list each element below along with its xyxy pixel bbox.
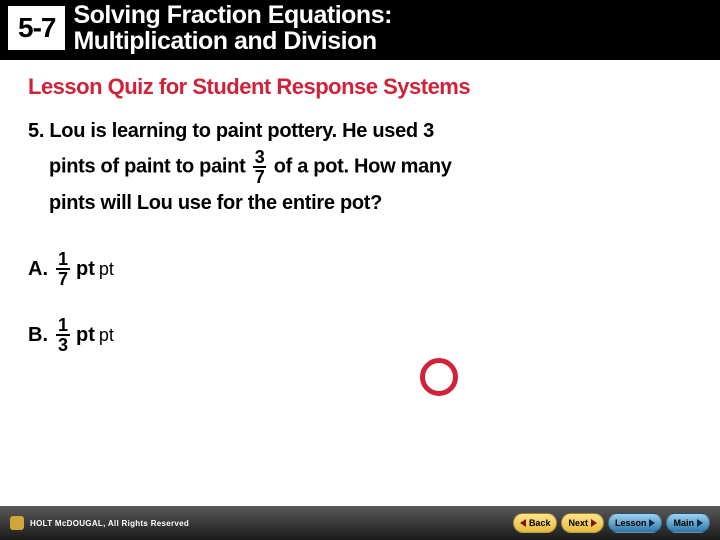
main-label: Main xyxy=(673,518,694,528)
chevron-left-icon xyxy=(520,519,526,527)
question-part1: Lou is learning to paint pottery. He use… xyxy=(49,120,434,142)
title-line-1: Solving Fraction Equations: xyxy=(73,1,391,29)
option-a: A. 1 7 pt pt xyxy=(28,250,720,288)
option-b-unit2: pt xyxy=(99,325,114,346)
fraction-denominator: 7 xyxy=(253,168,267,186)
back-button[interactable]: Back xyxy=(513,513,558,533)
back-label: Back xyxy=(529,518,551,528)
question-fraction: 3 7 xyxy=(253,148,267,186)
next-label: Next xyxy=(568,518,588,528)
option-a-unit1: pt xyxy=(76,258,95,281)
lesson-number-badge: 5-7 xyxy=(8,6,65,50)
chevron-right-icon xyxy=(697,519,703,527)
footer-copyright: HOLT McDOUGAL, All Rights Reserved xyxy=(30,519,189,528)
question-number: 5. xyxy=(28,120,44,142)
chevron-right-icon xyxy=(591,519,597,527)
option-b: B. 1 3 pt pt xyxy=(28,316,720,354)
option-a-label: A. xyxy=(28,258,48,281)
option-b-fraction: 1 3 xyxy=(56,316,70,354)
question-part2: pints of paint to paint xyxy=(49,155,245,177)
title-line-2: Multiplication and Division xyxy=(73,27,376,55)
option-a-unit2: pt xyxy=(99,259,114,280)
footer-nav: Back Next Lesson Main xyxy=(513,513,710,533)
publisher-logo-icon xyxy=(10,516,24,530)
question-part4: pints will Lou use for the entire pot? xyxy=(49,192,382,214)
lesson-label: Lesson xyxy=(615,518,647,528)
question-text: 5. Lou is learning to paint pottery. He … xyxy=(28,114,690,220)
footer-brand: HOLT McDOUGAL xyxy=(30,519,103,528)
answer-highlight-circle xyxy=(420,358,458,396)
footer-left: HOLT McDOUGAL, All Rights Reserved xyxy=(10,516,189,530)
chevron-right-icon xyxy=(649,519,655,527)
main-button[interactable]: Main xyxy=(666,513,710,533)
option-b-label: B. xyxy=(28,324,48,347)
lesson-button[interactable]: Lesson xyxy=(608,513,663,533)
slide-subtitle: Lesson Quiz for Student Response Systems xyxy=(28,74,700,100)
answer-options: A. 1 7 pt pt B. 1 3 pt pt xyxy=(28,250,720,354)
next-button[interactable]: Next xyxy=(561,513,604,533)
fraction-numerator: 3 xyxy=(253,148,267,168)
option-a-fraction: 1 7 xyxy=(56,250,70,288)
slide-footer: HOLT McDOUGAL, All Rights Reserved Back … xyxy=(0,506,720,540)
slide-header: 5-7 Solving Fraction Equations: Multipli… xyxy=(0,0,720,60)
option-b-unit1: pt xyxy=(76,324,95,347)
slide-title: Solving Fraction Equations: Multiplicati… xyxy=(73,2,391,55)
question-part3: of a pot. How many xyxy=(274,155,452,177)
